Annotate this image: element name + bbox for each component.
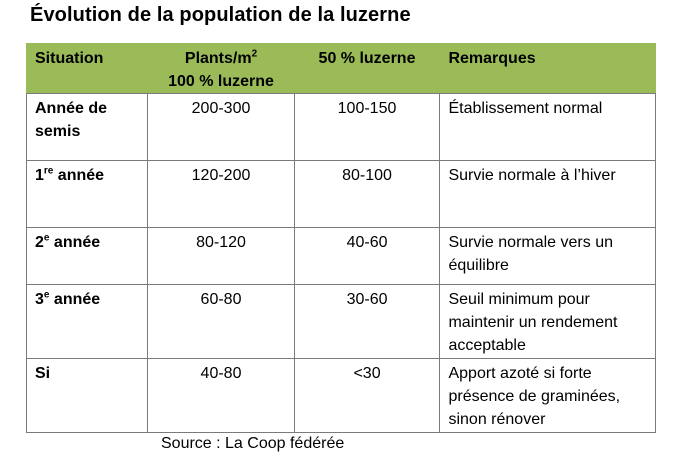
cell-remarks: Seuil minimum pour maintenir un rendemen… — [439, 284, 656, 359]
situation-superscript: re — [43, 165, 54, 177]
table-row: 2e année 80-120 40-60 Survie normale ver… — [25, 227, 656, 285]
header-fifty-label: 50 % luzerne — [318, 50, 416, 67]
cell-plants: 200-300 — [147, 93, 295, 161]
cell-remarks: Survie normale vers un équilibre — [439, 227, 656, 285]
cell-fifty: 100-150 — [293, 93, 441, 161]
table-header-row: Situation Plants/m2 100 % luzerne 50 % l… — [25, 43, 656, 94]
header-remarks-label: Remarques — [448, 50, 536, 67]
population-table: Situation Plants/m2 100 % luzerne 50 % l… — [25, 43, 656, 433]
situation-superscript: e — [43, 289, 50, 301]
header-plants-sublabel: 100 % luzerne — [168, 73, 274, 90]
cell-fifty: 80-100 — [293, 160, 441, 228]
situation-suffix: année — [49, 291, 101, 308]
page-title: Évolution de la population de la luzerne — [30, 4, 411, 26]
header-situation-label: Situation — [35, 50, 104, 67]
cell-fifty: <30 — [293, 358, 441, 433]
cell-remarks: Apport azoté si forte présence de gramin… — [439, 358, 656, 433]
cell-remarks: Établissement normal — [439, 93, 656, 161]
table-row: Année de semis 200-300 100-150 Établisse… — [25, 93, 656, 161]
situation-text: 1 — [35, 167, 44, 184]
situation-text: Si — [35, 365, 51, 382]
cell-plants: 120-200 — [147, 160, 295, 228]
cell-situation: Si — [25, 358, 149, 433]
table-row: Si 40-80 <30 Apport azoté si forte prése… — [25, 358, 656, 433]
cell-fifty: 30-60 — [293, 284, 441, 359]
cell-situation: 1re année — [25, 160, 149, 228]
header-situation: Situation — [25, 43, 149, 94]
cell-remarks: Survie normale à l’hiver — [439, 160, 656, 228]
header-plants: Plants/m2 100 % luzerne — [147, 43, 295, 94]
cell-plants: 80-120 — [147, 227, 295, 285]
header-plants-label: Plants/m — [184, 50, 252, 67]
situation-suffix: année — [53, 167, 105, 184]
cell-fifty: 40-60 — [293, 227, 441, 285]
source-caption: Source : La Coop fédérée — [161, 435, 345, 452]
header-remarks: Remarques — [439, 43, 656, 94]
header-plants-superscript: 2 — [251, 48, 258, 60]
table-row: 1re année 120-200 80-100 Survie normale … — [25, 160, 656, 228]
header-fifty: 50 % luzerne — [293, 43, 441, 94]
table-row: 3e année 60-80 30-60 Seuil minimum pour … — [25, 284, 656, 359]
situation-text: Année de semis — [35, 100, 108, 140]
cell-plants: 40-80 — [147, 358, 295, 433]
cell-situation: 2e année — [25, 227, 149, 285]
situation-text: 2 — [35, 234, 44, 251]
situation-superscript: e — [43, 232, 50, 244]
cell-situation: 3e année — [25, 284, 149, 359]
situation-text: 3 — [35, 291, 44, 308]
cell-situation: Année de semis — [25, 93, 149, 161]
cell-plants: 60-80 — [147, 284, 295, 359]
situation-suffix: année — [49, 234, 101, 251]
